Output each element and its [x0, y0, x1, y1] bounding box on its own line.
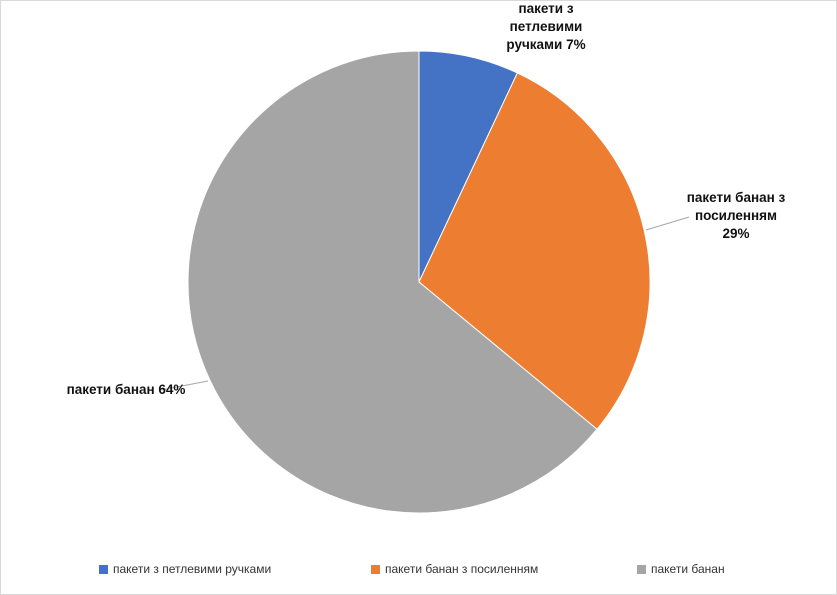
data-label: пакети банан з посиленням 29%	[681, 189, 791, 243]
legend-label: пакети банан з посиленням	[385, 562, 539, 576]
legend-label: пакети банан	[651, 562, 725, 576]
leader-line	[160, 380, 209, 391]
data-label-name: пакети банан	[66, 382, 155, 397]
data-label-value: 29%	[722, 226, 750, 241]
legend-item: пакети з петлевими ручками	[99, 562, 271, 576]
data-label-name: пакети банан з посиленням	[686, 190, 786, 223]
pie-slice	[418, 50, 519, 283]
leader-line	[645, 216, 690, 231]
data-label-name: пакети з петлевими ручками	[506, 1, 583, 52]
data-label-value: 7%	[566, 37, 586, 52]
legend-item: пакети банан	[637, 562, 725, 576]
data-label: пакети з петлевими ручками 7%	[491, 1, 601, 54]
legend-swatch	[637, 564, 646, 574]
legend-item: пакети банан з посиленням	[371, 562, 538, 576]
legend-swatch	[371, 564, 380, 574]
data-label: пакети банан 64%	[66, 381, 186, 399]
pie-slice	[187, 50, 598, 514]
legend-label: пакети з петлевими ручками	[113, 562, 272, 576]
data-label-value: 64%	[158, 382, 186, 397]
pie-slice	[418, 72, 651, 430]
legend-swatch	[99, 564, 108, 574]
